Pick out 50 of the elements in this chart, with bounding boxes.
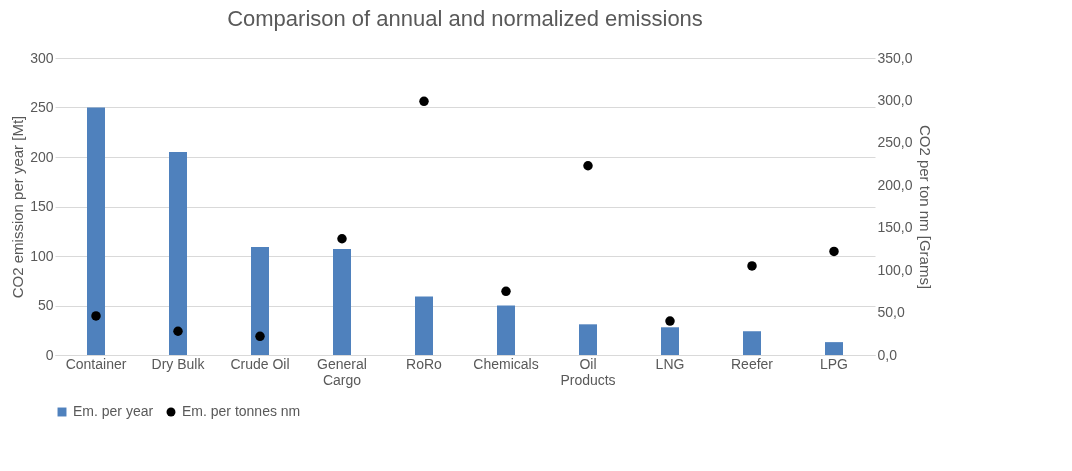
y2-axis-title: CO2 per ton nm [Grams] bbox=[916, 124, 934, 290]
point bbox=[337, 234, 347, 244]
x-tick-label: Crude Oil bbox=[230, 355, 290, 372]
legend-label: Em. per year bbox=[73, 403, 154, 419]
point bbox=[665, 316, 675, 326]
y2-tick-label: 350,0 bbox=[877, 49, 913, 66]
point bbox=[829, 246, 839, 257]
x-tick-label: RoRo bbox=[406, 355, 443, 372]
point bbox=[583, 161, 593, 171]
x-tick-label: LPG bbox=[819, 355, 849, 372]
point bbox=[91, 311, 101, 321]
y2-tick-label: 50,0 bbox=[877, 304, 905, 321]
y2-tick-label: 200,0 bbox=[877, 176, 913, 193]
y2-tick-label: 0,0 bbox=[877, 346, 898, 363]
y2-tick-label: 250,0 bbox=[877, 134, 913, 151]
bar bbox=[579, 324, 597, 355]
y-tick-label: 50 bbox=[37, 297, 54, 313]
bar bbox=[169, 152, 187, 355]
point bbox=[501, 286, 511, 297]
bar bbox=[743, 331, 761, 355]
bar bbox=[87, 107, 105, 355]
x-tick-label: LNG bbox=[655, 355, 685, 372]
y-axis-title: CO2 emission per year [Mt] bbox=[9, 115, 27, 299]
y-tick-label: 300 bbox=[30, 49, 54, 66]
y2-tick-label: 100,0 bbox=[877, 261, 913, 278]
bar bbox=[415, 296, 433, 355]
x-tick-label: Chemicals bbox=[473, 355, 539, 372]
point bbox=[173, 326, 183, 336]
y-tick-label: 150 bbox=[30, 198, 54, 214]
bar bbox=[825, 342, 843, 355]
x-tick-label: Container bbox=[65, 355, 127, 372]
x-tick-label: General Cargo bbox=[317, 355, 367, 388]
y-tick-label: 0 bbox=[45, 346, 54, 363]
bar bbox=[661, 327, 679, 355]
y-tick-label: 100 bbox=[30, 247, 54, 264]
bar bbox=[497, 305, 515, 355]
y-tick-label: 200 bbox=[30, 148, 54, 165]
point bbox=[747, 261, 757, 271]
y-tick-label: 250 bbox=[30, 99, 54, 115]
chart-title: Comparison of annual and normalized emissions bbox=[227, 6, 703, 31]
y2-tick-label: 300,0 bbox=[877, 91, 913, 108]
x-tick-label: Reefer bbox=[730, 355, 774, 372]
legend-label: Em. per tonnes nm bbox=[182, 403, 301, 419]
y2-tick-label: 150,0 bbox=[877, 219, 913, 236]
point bbox=[255, 331, 265, 342]
x-tick-label: Oil Products bbox=[560, 355, 616, 388]
bar bbox=[333, 249, 351, 355]
x-tick-label: Dry Bulk bbox=[151, 355, 206, 372]
point bbox=[419, 96, 429, 107]
bar bbox=[251, 247, 269, 355]
